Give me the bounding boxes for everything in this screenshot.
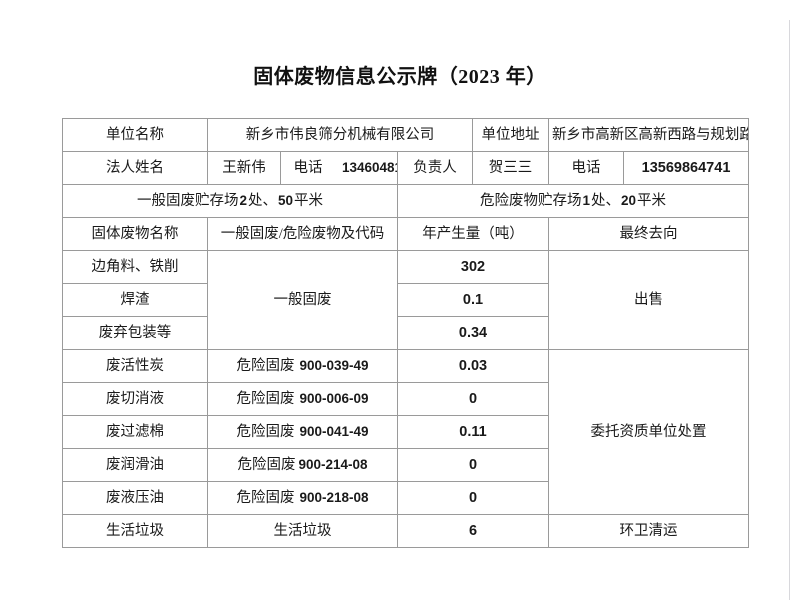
waste-name: 边角料、铁削: [62, 250, 208, 284]
waste-quantity: 0.34: [396, 316, 550, 350]
waste-category-general: 一般固废: [207, 250, 398, 350]
waste-name: 废弃包装等: [62, 316, 208, 350]
hazard-storage-mid: 处、: [591, 192, 620, 209]
table-row-hazard-waste-4: 废润滑油 危险固废 900-214-08 0: [62, 448, 749, 482]
table-row-hazard-waste-1: 废活性炭 危险固废 900-039-49 0.03 委托资质单位处置: [62, 349, 750, 515]
waste-quantity: 0.11: [396, 415, 550, 449]
waste-name: 废液压油: [62, 481, 208, 515]
header-final-destination: 最终去向: [548, 217, 750, 251]
table-row-general-waste-2: 焊渣 0.1: [62, 283, 749, 317]
waste-quantity: 0: [396, 481, 550, 515]
table-row-hazard-waste-2: 废切消液 危险固废 900-006-09 0: [62, 382, 749, 416]
waste-destination-hazard: 委托资质单位处置: [548, 349, 750, 515]
waste-quantity: 6: [396, 514, 550, 548]
page-margin-guide: [789, 20, 790, 600]
hazard-storage-area: 20: [621, 192, 637, 208]
general-storage-count: 2: [239, 192, 247, 208]
table-row-general-waste-1: 边角料、铁削 一般固废 302 出售: [62, 250, 750, 350]
legal-phone-cell: 电话 13460481045: [280, 151, 398, 185]
manager-label: 负责人: [396, 151, 474, 185]
manager-phone-value: 13569864741: [623, 151, 750, 185]
hazard-category-label: 危险固废: [236, 489, 295, 506]
waste-quantity: 0: [396, 382, 550, 416]
waste-name: 焊渣: [62, 283, 208, 317]
waste-category-hazard: 危险固废 900-041-49: [207, 415, 398, 449]
waste-name: 废过滤棉: [62, 415, 208, 449]
unit-name-label: 单位名称: [62, 118, 208, 152]
hazard-storage-prefix: 危险废物贮存场: [479, 192, 582, 209]
general-storage-area: 50: [277, 192, 294, 208]
waste-category-hazard: 危险固废 900-218-08: [207, 481, 398, 515]
waste-quantity: 0.1: [396, 283, 550, 317]
waste-destination-general: 出售: [548, 250, 750, 350]
table-row-hazard-waste-3: 废过滤棉 危险固废 900-041-49 0.11: [62, 415, 749, 449]
table-row-general-waste-3: 废弃包装等 0.34: [62, 316, 749, 350]
hazard-category-label: 危险固废: [236, 357, 295, 374]
unit-address-label: 单位地址: [472, 118, 550, 152]
table-row-unit-info: 单位名称 新乡市伟良筛分机械有限公司 单位地址 新乡市高新区高新西路与规划路东南…: [62, 118, 750, 152]
waste-name: 生活垃圾: [62, 514, 208, 548]
waste-name: 废活性炭: [62, 349, 208, 383]
hazard-storage-count: 1: [582, 192, 590, 208]
hazard-storage-info: 危险废物贮存场1处、20平米: [396, 184, 750, 218]
waste-quantity: 302: [396, 250, 550, 284]
hazard-waste-code: 900-214-08: [298, 456, 368, 472]
waste-name: 废润滑油: [62, 448, 208, 482]
waste-information-table: 单位名称 新乡市伟良筛分机械有限公司 单位地址 新乡市高新区高新西路与规划路东南…: [62, 118, 750, 548]
legal-phone-value: 13460481045: [342, 159, 397, 175]
unit-address-value: 新乡市高新区高新西路与规划路东南角: [548, 118, 750, 152]
waste-category-domestic: 生活垃圾: [207, 514, 398, 548]
hazard-category-label: 危险固废: [237, 456, 296, 473]
hazard-category-label: 危险固废: [236, 390, 295, 407]
waste-quantity: 0: [396, 448, 550, 482]
table-row-contact-info: 法人姓名 王新伟 电话 13460481045 负责人 贺三三 电话 135698…: [62, 151, 750, 185]
header-waste-name: 固体废物名称: [62, 217, 208, 251]
page-title: 固体废物信息公示牌（2023 年）: [253, 66, 547, 88]
manager-value: 贺三三: [472, 151, 550, 185]
legal-phone-label: 电话: [293, 159, 323, 176]
header-annual-quantity: 年产生量（吨）: [396, 217, 550, 251]
hazard-waste-code: 900-006-09: [299, 390, 369, 406]
general-storage-info: 一般固废贮存场2处、50平米: [62, 184, 398, 218]
waste-category-hazard: 危险固废 900-214-08: [207, 448, 398, 482]
hazard-waste-code: 900-218-08: [299, 489, 369, 505]
legal-person-label: 法人姓名: [62, 151, 208, 185]
hazard-category-label: 危险固废: [236, 423, 295, 440]
legal-person-value: 王新伟: [207, 151, 281, 185]
unit-name-value: 新乡市伟良筛分机械有限公司: [206, 118, 474, 152]
waste-category-hazard: 危险固废 900-006-09: [207, 382, 398, 416]
hazard-waste-code: 900-039-49: [299, 357, 369, 373]
waste-destination-domestic: 环卫清运: [548, 514, 750, 548]
hazard-waste-code: 900-041-49: [299, 423, 369, 439]
table-row-domestic-waste: 生活垃圾 生活垃圾 6 环卫清运: [62, 514, 750, 548]
general-storage-mid: 处、: [247, 192, 277, 209]
waste-category-hazard: 危险固废 900-039-49: [207, 349, 398, 383]
table-row-storage-areas: 一般固废贮存场2处、50平米 危险废物贮存场1处、20平米: [62, 184, 750, 218]
general-storage-suffix: 平米: [294, 192, 324, 209]
manager-phone-label: 电话: [548, 151, 625, 185]
header-waste-category: 一般固废/危险废物及代码: [207, 217, 398, 251]
waste-disclosure-sheet: 单位名称 新乡市伟良筛分机械有限公司 单位地址 新乡市高新区高新西路与规划路东南…: [62, 118, 750, 548]
waste-name: 废切消液: [62, 382, 208, 416]
hazard-storage-suffix: 平米: [637, 192, 667, 209]
waste-quantity: 0.03: [396, 349, 550, 383]
table-header-row: 固体废物名称 一般固废/危险废物及代码 年产生量（吨） 最终去向: [62, 217, 750, 251]
general-storage-prefix: 一般固废贮存场: [136, 192, 239, 209]
